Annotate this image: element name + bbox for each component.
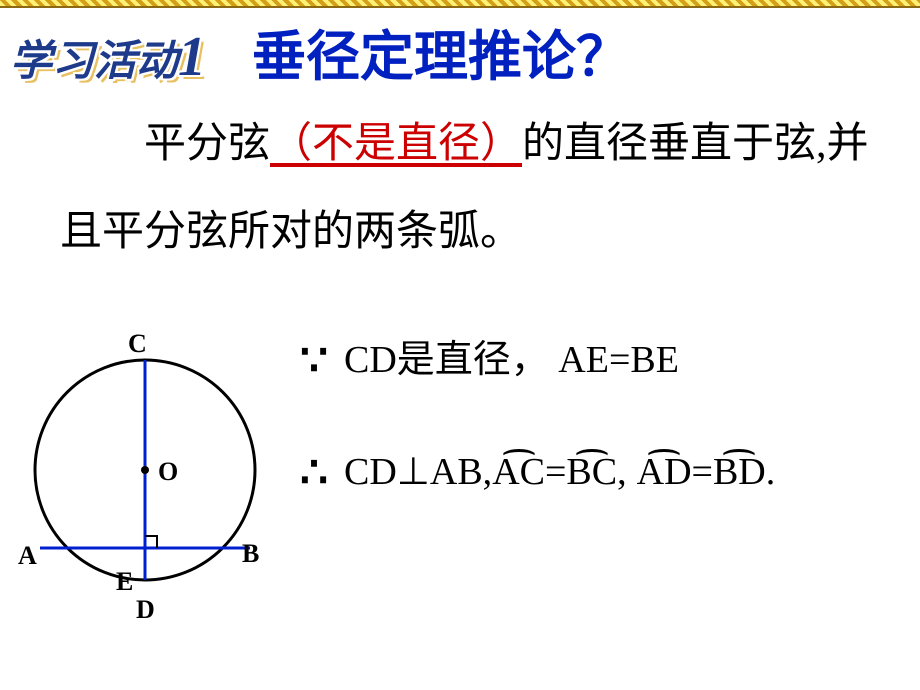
theorem-statement: 平分弦（不是直径）的直径垂直于弦,并且平分弦所对的两条弧。: [60, 100, 880, 276]
label-c: C: [128, 329, 147, 358]
badge-text: 学习活动: [10, 39, 178, 85]
therefore-line: ∴ CD⊥AB, AC = BC , AD = BD .: [300, 442, 900, 504]
page-title: 垂径定理推论？: [252, 12, 630, 91]
proof-block: ∵ CD是直径， AE=BE ∴ CD⊥AB, AC = BC , AD = B…: [300, 330, 900, 553]
because-text: CD是直径， AE=BE: [344, 334, 679, 387]
arc-ad: AD: [637, 446, 692, 499]
label-e: E: [116, 567, 133, 596]
eq1: =: [545, 446, 566, 499]
circle-diagram: C D A B O E: [10, 290, 280, 650]
period: .: [766, 446, 776, 499]
theorem-pre: 平分弦: [144, 121, 270, 167]
arc-bd: BD: [713, 446, 766, 499]
arc-bc: BC: [566, 446, 617, 499]
label-o: O: [158, 457, 178, 486]
label-a: A: [18, 541, 37, 570]
comma: ,: [617, 446, 627, 499]
because-symbol: ∵: [300, 330, 328, 392]
right-angle-mark: [145, 536, 157, 548]
header: 学习活动1 垂径定理推论？: [10, 12, 910, 91]
because-line: ∵ CD是直径， AE=BE: [300, 330, 900, 392]
label-b: B: [242, 539, 259, 568]
activity-badge: 学习活动1: [10, 25, 202, 89]
eq2: =: [692, 446, 713, 499]
arc-ac: AC: [492, 446, 545, 499]
center-dot: [141, 466, 149, 474]
conclusion-perp: CD⊥AB,: [344, 446, 492, 499]
decorative-top-border: [0, 0, 920, 8]
therefore-symbol: ∴: [300, 442, 328, 504]
label-d: D: [136, 595, 155, 624]
theorem-emphasis: （不是直径）: [270, 121, 522, 167]
badge-number: 1: [178, 26, 202, 88]
